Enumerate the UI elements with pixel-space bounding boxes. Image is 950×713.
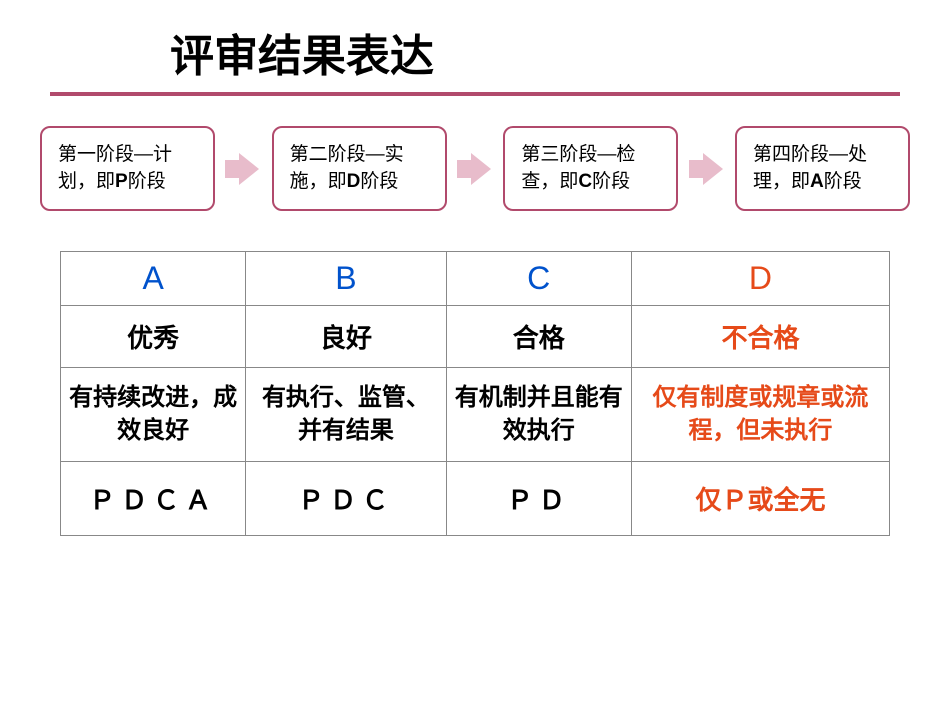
header-cell-b: B (246, 252, 446, 306)
flow-letter: A (810, 171, 824, 192)
grade-table: A B C D 优秀 良好 合格 不合格 有持续改进，成效良好 有执行、监管、并… (60, 251, 890, 536)
desc-cell: 仅有制度或规章或流程，但未执行 (631, 368, 889, 462)
pdca-cell: 仅Ｐ或全无 (631, 461, 889, 535)
flow-letter: D (347, 171, 361, 192)
table-row-rating: 优秀 良好 合格 不合格 (61, 306, 890, 368)
desc-cell: 有执行、监管、并有结果 (246, 368, 446, 462)
rating-cell: 优秀 (61, 306, 246, 368)
flow-suffix: 阶段 (128, 171, 166, 192)
title-underline (50, 92, 900, 96)
page-title: 评审结果表达 (170, 20, 920, 84)
header-cell-a: A (61, 252, 246, 306)
header-cell-c: C (446, 252, 631, 306)
pdca-cell: ＰＤＣＡ (61, 461, 246, 535)
flow-box-2: 第二阶段—实施，即D阶段 (272, 126, 447, 211)
table-row-description: 有持续改进，成效良好 有执行、监管、并有结果 有机制并且能有效执行 仅有制度或规… (61, 368, 890, 462)
table-row-pdca: ＰＤＣＡ ＰＤＣ ＰＤ 仅Ｐ或全无 (61, 461, 890, 535)
flow-letter: P (115, 171, 128, 192)
rating-cell: 不合格 (631, 306, 889, 368)
flow-letter: C (578, 171, 592, 192)
rating-cell: 良好 (246, 306, 446, 368)
flow-suffix: 阶段 (824, 171, 862, 192)
pdca-cell: ＰＤ (446, 461, 631, 535)
desc-cell: 有持续改进，成效良好 (61, 368, 246, 462)
flow-suffix: 阶段 (360, 171, 398, 192)
rating-cell: 合格 (446, 306, 631, 368)
pdca-cell: ＰＤＣ (246, 461, 446, 535)
flow-box-4: 第四阶段—处理，即A阶段 (735, 126, 910, 211)
header-cell-d: D (631, 252, 889, 306)
desc-cell: 有机制并且能有效执行 (446, 368, 631, 462)
flow-box-1: 第一阶段—计划，即P阶段 (40, 126, 215, 211)
flow-diagram: 第一阶段—计划，即P阶段 第二阶段—实施，即D阶段 第三阶段—检查，即C阶段 第… (30, 126, 920, 211)
flow-box-3: 第三阶段—检查，即C阶段 (503, 126, 678, 211)
flow-suffix: 阶段 (592, 171, 630, 192)
table-row-header: A B C D (61, 252, 890, 306)
